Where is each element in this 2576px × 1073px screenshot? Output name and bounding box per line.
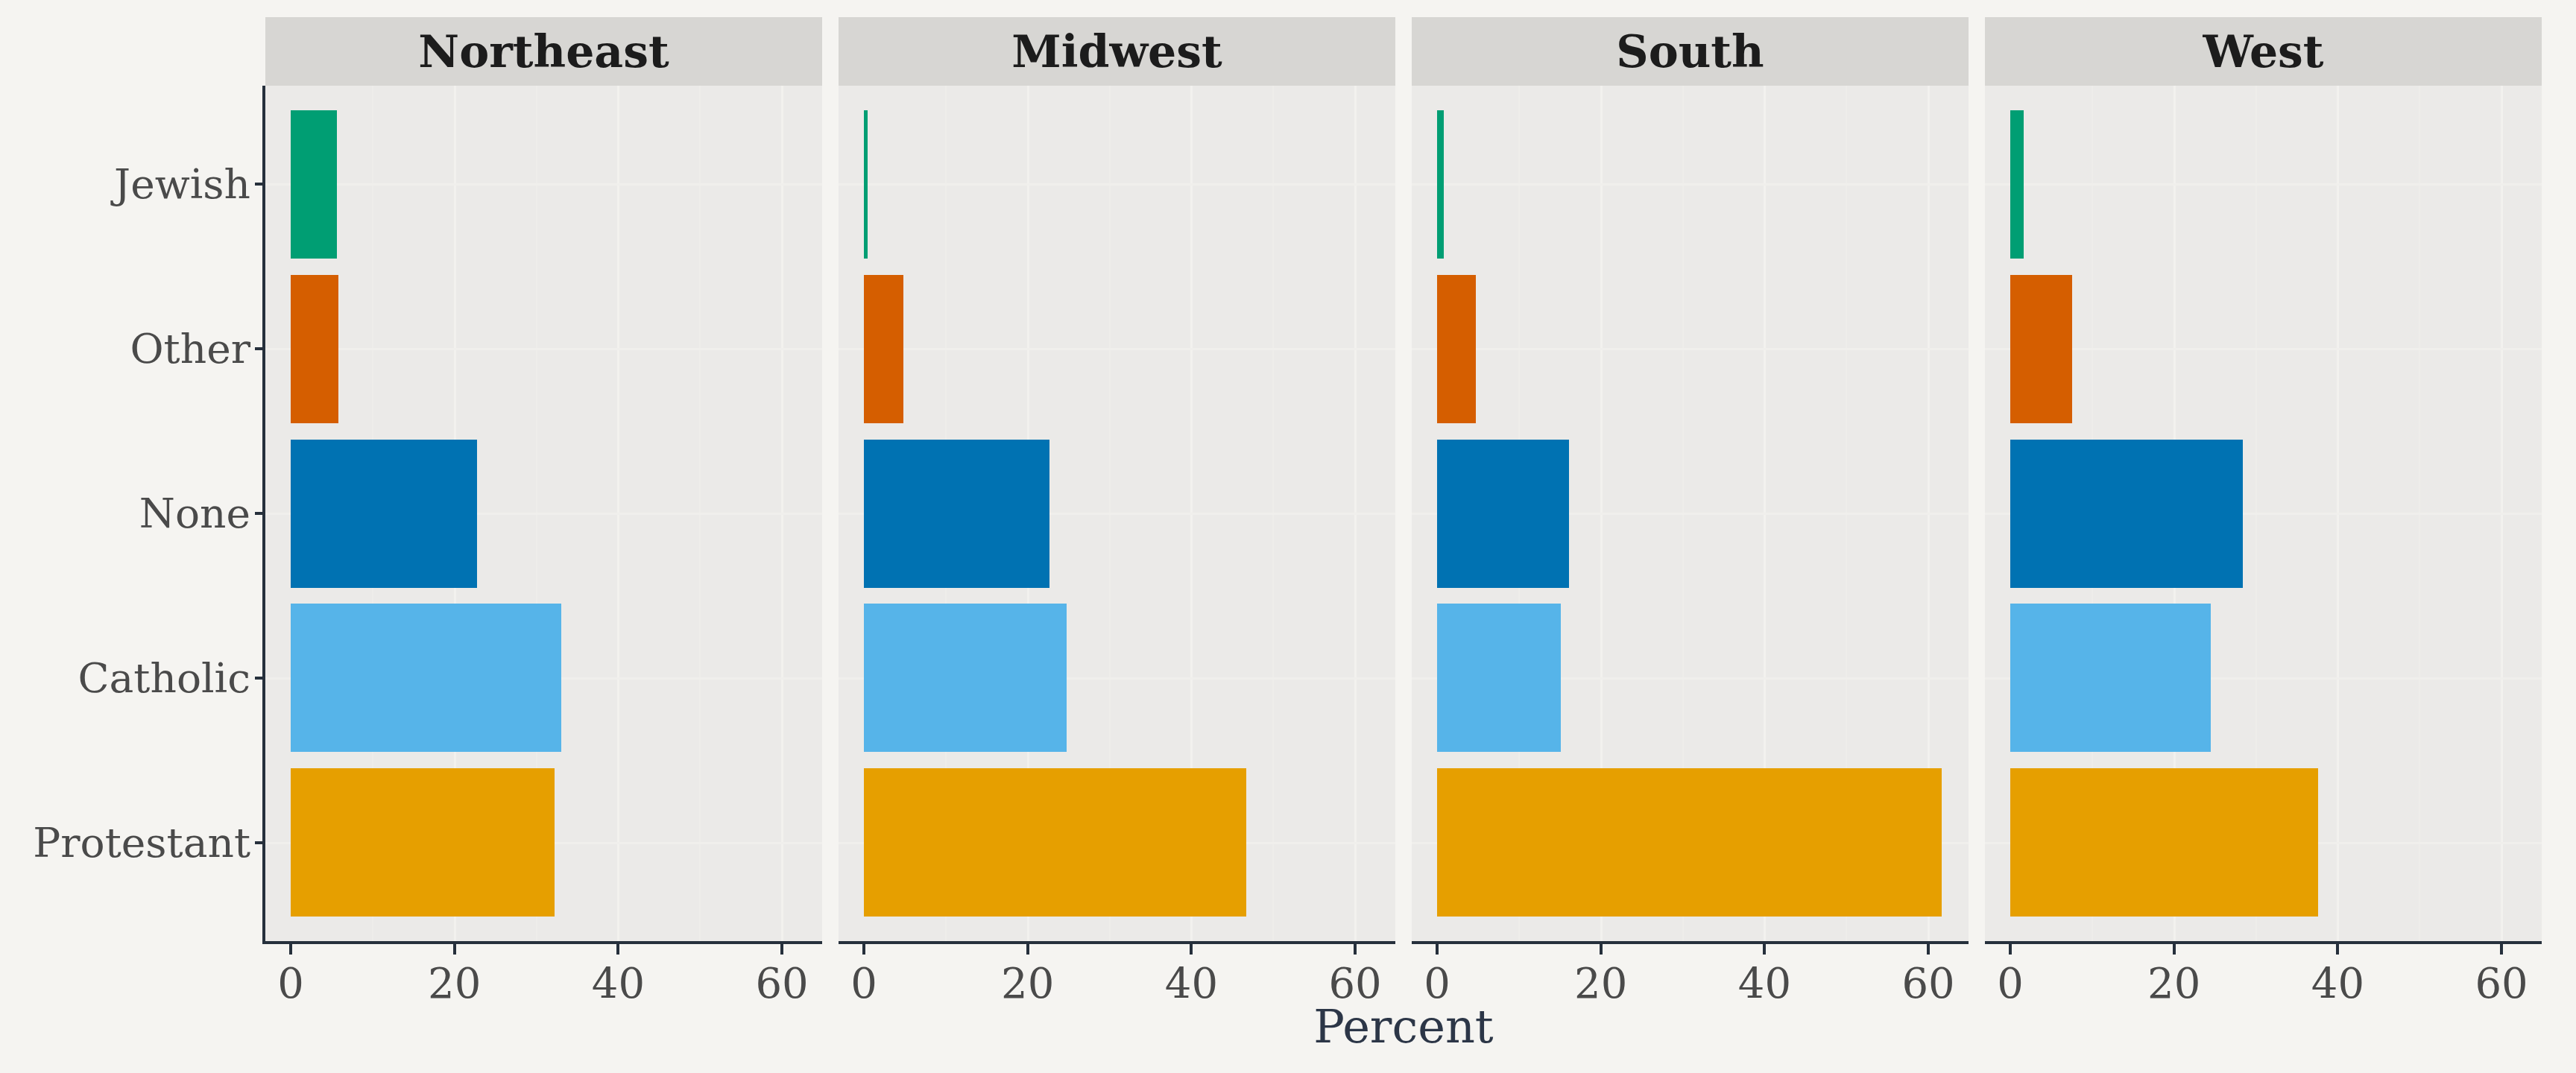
- bar-catholic-midwest: [864, 604, 1067, 752]
- x-tick-mark: [1354, 944, 1357, 955]
- y-axis-line: [262, 86, 265, 944]
- x-tick-label: 40: [558, 958, 678, 1010]
- facet-strip-west: West: [1985, 17, 2542, 86]
- x-tick-mark: [1026, 944, 1029, 955]
- x-tick-mark: [1927, 944, 1930, 955]
- x-tick-label: 20: [968, 958, 1087, 1010]
- bar-jewish-south: [1437, 110, 1444, 259]
- bar-protestant-northeast: [291, 768, 555, 917]
- category-gridline: [839, 183, 1395, 186]
- facet-strip-midwest: Midwest: [839, 17, 1395, 86]
- x-tick-label: 40: [1705, 958, 1824, 1010]
- faceted-bar-chart: Jewish Other None Catholic Protestant No…: [0, 0, 2576, 1073]
- bar-other-midwest: [864, 275, 903, 423]
- category-gridline: [1412, 348, 1969, 350]
- bar-none-south: [1437, 440, 1569, 588]
- category-gridline: [265, 183, 822, 186]
- category-gridline: [1985, 183, 2542, 186]
- facet-strip-label: West: [2203, 25, 2323, 77]
- bar-none-northeast: [291, 440, 477, 588]
- facet-panel-midwest: [839, 86, 1395, 941]
- facet-strip-label: South: [1616, 25, 1764, 77]
- x-tick-label: 0: [804, 958, 924, 1010]
- category-gridline: [839, 348, 1395, 350]
- y-axis-label-none: None: [4, 487, 250, 539]
- x-tick-label: 20: [395, 958, 514, 1010]
- x-tick-label: 0: [1951, 958, 2070, 1010]
- x-axis-line: [1412, 941, 1969, 944]
- x-tick-mark: [1190, 944, 1193, 955]
- x-tick-mark: [616, 944, 619, 955]
- x-axis-title: Percent: [1180, 999, 1627, 1054]
- y-axis-label-protestant: Protestant: [4, 817, 250, 869]
- x-tick-label: 60: [2442, 958, 2561, 1010]
- bar-other-northeast: [291, 275, 338, 423]
- x-tick-label: 0: [231, 958, 350, 1010]
- x-axis-line: [839, 941, 1395, 944]
- bar-jewish-northeast: [291, 110, 337, 259]
- bar-protestant-south: [1437, 768, 1942, 917]
- x-tick-mark: [2009, 944, 2012, 955]
- x-tick-mark: [862, 944, 865, 955]
- bar-catholic-south: [1437, 604, 1561, 752]
- x-tick-mark: [1763, 944, 1766, 955]
- bar-protestant-west: [2010, 768, 2318, 917]
- bar-none-midwest: [864, 440, 1049, 588]
- facet-strip-label: Midwest: [1011, 25, 1222, 77]
- facet-strip-label: Northeast: [418, 25, 669, 77]
- facet-strip-south: South: [1412, 17, 1969, 86]
- bar-other-south: [1437, 275, 1476, 423]
- x-tick-mark: [289, 944, 292, 955]
- facet-panel-northeast: [265, 86, 822, 941]
- category-gridline: [1412, 183, 1969, 186]
- y-axis-label-catholic: Catholic: [4, 652, 250, 704]
- bar-other-west: [2010, 275, 2072, 423]
- y-axis-label-jewish: Jewish: [4, 158, 250, 210]
- x-tick-mark: [2500, 944, 2503, 955]
- x-tick-mark: [2173, 944, 2176, 955]
- x-tick-mark: [1600, 944, 1603, 955]
- x-tick-mark: [2336, 944, 2339, 955]
- y-axis-label-other: Other: [4, 323, 250, 375]
- x-tick-mark: [1436, 944, 1439, 955]
- facet-panel-south: [1412, 86, 1969, 941]
- bar-jewish-midwest: [864, 110, 868, 259]
- x-tick-mark: [453, 944, 456, 955]
- bar-catholic-northeast: [291, 604, 561, 752]
- x-tick-label: 40: [2278, 958, 2397, 1010]
- facet-strip-northeast: Northeast: [265, 17, 822, 86]
- bar-protestant-midwest: [864, 768, 1246, 917]
- bar-catholic-west: [2010, 604, 2211, 752]
- x-axis-line: [1985, 941, 2542, 944]
- x-axis-line: [265, 941, 822, 944]
- bar-none-west: [2010, 440, 2243, 588]
- x-tick-label: 20: [2115, 958, 2234, 1010]
- facet-panel-west: [1985, 86, 2542, 941]
- category-gridline: [265, 348, 822, 350]
- bar-jewish-west: [2010, 110, 2024, 259]
- x-tick-mark: [780, 944, 783, 955]
